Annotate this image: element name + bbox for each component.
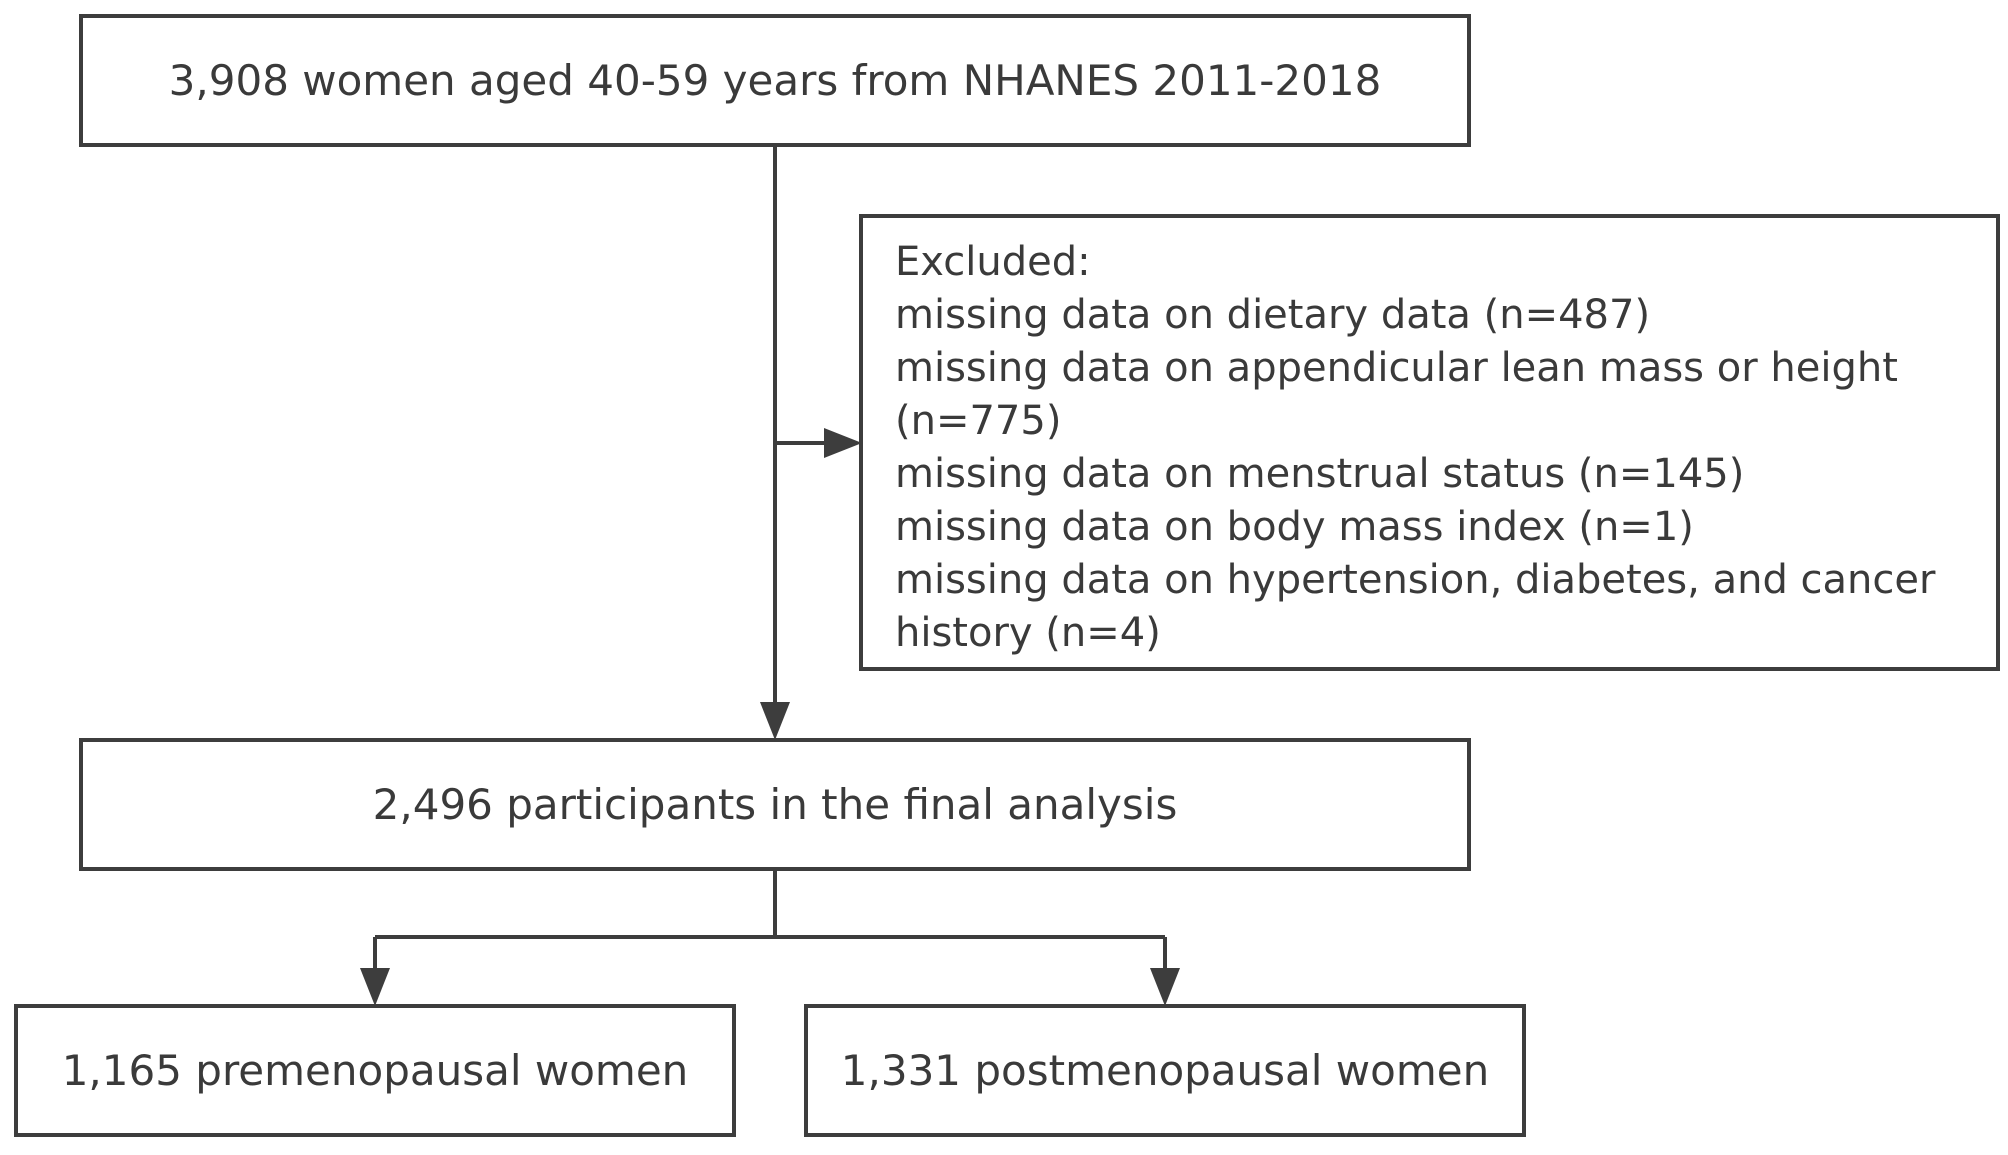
exclusion-line-menstrual: missing data on menstrual status (n=145)	[895, 451, 1745, 497]
initial-cohort-text: 3,908 women aged 40-59 years from NHANES…	[168, 55, 1382, 105]
premenopausal-text: 1,165 premenopausal women	[61, 1045, 689, 1095]
arrow-to-final	[760, 702, 790, 740]
exclusion-line-dietary: missing data on dietary data (n=487)	[895, 292, 1651, 338]
initial-cohort-box: 3,908 women aged 40-59 years from NHANES…	[79, 14, 1471, 147]
exclusion-line-lean-mass: missing data on appendicular lean mass o…	[895, 345, 1898, 391]
exclusion-line-history-count: history (n=4)	[895, 610, 1161, 656]
arrow-to-premenopausal	[360, 968, 390, 1006]
exclusion-line-bmi: missing data on body mass index (n=1)	[895, 504, 1694, 550]
arrow-to-postmenopausal	[1150, 968, 1180, 1006]
final-analysis-text: 2,496 participants in the final analysis	[372, 779, 1178, 829]
arrow-to-excluded	[824, 428, 862, 458]
exclusion-box: Excluded: missing data on dietary data (…	[859, 214, 2000, 671]
postmenopausal-box: 1,331 postmenopausal women	[804, 1004, 1526, 1137]
premenopausal-box: 1,165 premenopausal women	[14, 1004, 736, 1137]
exclusion-line-history: missing data on hypertension, diabetes, …	[895, 557, 1936, 603]
postmenopausal-text: 1,331 postmenopausal women	[840, 1045, 1490, 1095]
exclusion-line-lean-mass-count: (n=775)	[895, 398, 1062, 444]
exclusion-heading: Excluded:	[895, 239, 1091, 285]
final-analysis-box: 2,496 participants in the final analysis	[79, 738, 1471, 871]
